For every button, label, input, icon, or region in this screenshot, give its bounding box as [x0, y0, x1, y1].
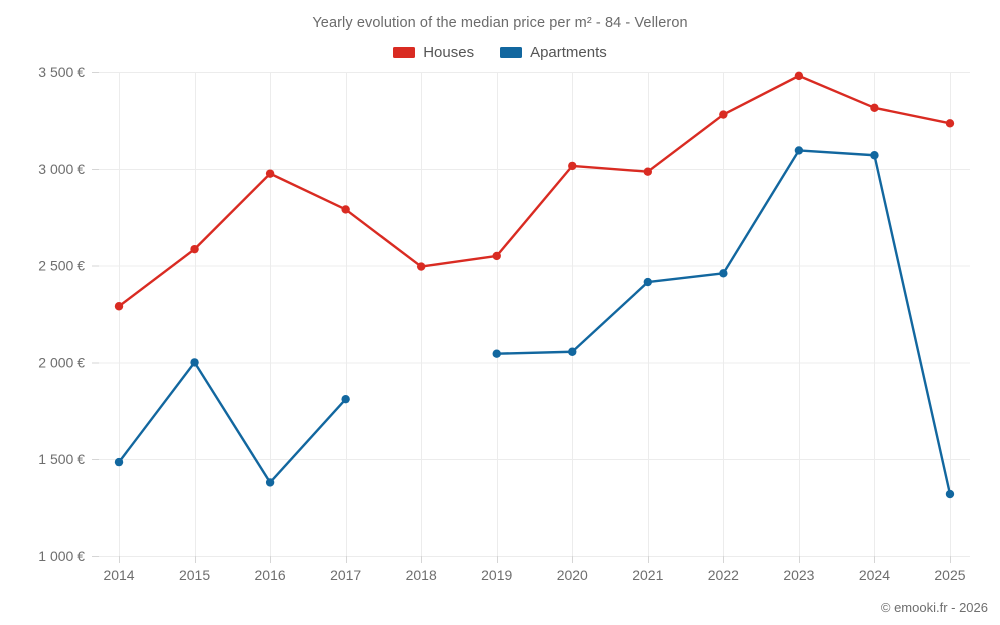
data-point-apartments-2023[interactable] [794, 146, 804, 155]
copyright-credit: © emooki.fr - 2026 [880, 600, 988, 615]
data-point-houses-2024[interactable] [870, 103, 879, 113]
data-point-apartments-2017[interactable] [341, 394, 350, 404]
x-axis-tick-label: 2023 [783, 567, 814, 583]
x-axis-tick-label: 2014 [103, 567, 134, 583]
y-axis-tick-label: 1 000 € [38, 548, 85, 564]
y-axis-labels: 1 000 € 1 500 € 2 000 € 2 500 € 3 000 € 3 500… [38, 64, 99, 564]
data-point-houses-2020[interactable] [568, 161, 577, 171]
x-axis-tick-label: 2016 [255, 567, 286, 583]
legend-swatch-apartments [500, 47, 523, 58]
data-point-houses-2025[interactable] [945, 119, 955, 128]
legend-swatch-houses [393, 47, 416, 58]
legend-item-houses[interactable]: Houses [393, 44, 474, 61]
y-axis-tick-label: 3 000 € [38, 161, 85, 177]
grid-lines [99, 72, 970, 557]
data-point-houses-2023[interactable] [794, 71, 804, 81]
y-axis-tick-label: 3 500 € [38, 64, 85, 80]
x-axis-tick-label: 2021 [632, 567, 663, 583]
data-series [114, 71, 955, 499]
x-axis-tick-label: 2015 [179, 567, 210, 583]
x-axis-tick-label: 2017 [330, 567, 361, 583]
y-axis-tick-label: 2 000 € [38, 354, 85, 370]
data-point-houses-2016[interactable] [265, 169, 275, 178]
data-point-apartments-2022[interactable] [719, 269, 728, 278]
data-point-houses-2018[interactable] [416, 262, 426, 271]
legend-item-apartments[interactable]: Apartments [500, 44, 607, 61]
y-axis-tick-label: 1 500 € [38, 451, 85, 467]
series-line-apartments [117, 361, 347, 484]
x-axis-labels: 2014 2015 2016 2017 2018 2019 2020 2021 2022 2023… [103, 556, 966, 583]
data-point-apartments-2021[interactable] [643, 277, 653, 287]
x-axis-tick-label: 2020 [557, 567, 588, 583]
x-axis-tick-label: 2018 [406, 567, 437, 583]
data-point-houses-2022[interactable] [719, 110, 728, 119]
legend-label-houses: Houses [423, 44, 475, 61]
data-point-apartments-2019[interactable] [492, 349, 501, 358]
data-point-apartments-2015[interactable] [190, 358, 199, 367]
series-line-houses [117, 74, 952, 308]
y-axis-tick-label: 2 500 € [38, 258, 85, 274]
data-point-apartments-2016[interactable] [265, 478, 275, 487]
legend-label-apartments: Apartments [530, 44, 607, 61]
data-point-apartments-2020[interactable] [568, 347, 577, 356]
data-point-houses-2017[interactable] [341, 205, 350, 214]
x-axis-tick-label: 2024 [859, 567, 890, 583]
x-axis-tick-label: 2019 [481, 567, 512, 583]
data-point-houses-2014[interactable] [114, 302, 124, 311]
x-axis-tick-label: 2022 [708, 567, 739, 583]
chart-legend: Houses Apartments [0, 44, 1000, 61]
data-point-houses-2021[interactable] [643, 167, 653, 176]
data-point-apartments-2025[interactable] [945, 489, 955, 499]
data-point-houses-2019[interactable] [492, 251, 501, 261]
chart-title: Yearly evolution of the median price per… [312, 15, 688, 31]
data-point-apartments-2014[interactable] [114, 457, 124, 467]
data-point-houses-2015[interactable] [190, 244, 199, 254]
data-point-apartments-2024[interactable] [870, 151, 879, 160]
x-axis-tick-label: 2025 [934, 567, 965, 583]
